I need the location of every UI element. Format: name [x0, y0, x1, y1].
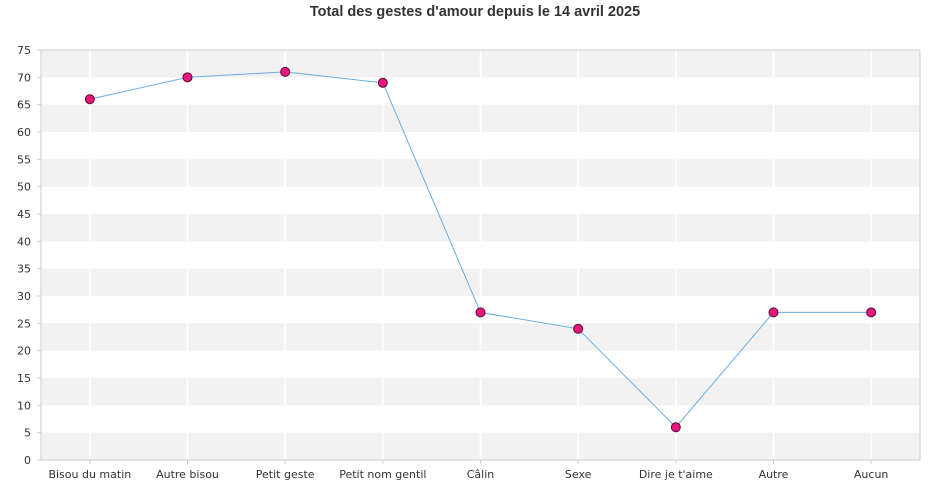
data-point[interactable]	[182, 72, 193, 83]
y-tick-label: 35	[17, 263, 31, 276]
y-tick-label: 60	[17, 126, 31, 139]
x-tick-label: Autre bisou	[156, 468, 219, 481]
data-point[interactable]	[475, 307, 486, 318]
x-tick-label: Aucun	[854, 468, 889, 481]
y-tick-label: 15	[17, 372, 31, 385]
y-tick-label: 5	[24, 427, 31, 440]
data-point[interactable]	[768, 307, 779, 318]
x-tick-label: Petit geste	[256, 468, 315, 481]
x-tick-label: Dire je t'aime	[639, 468, 713, 481]
y-tick-label: 65	[17, 99, 31, 112]
x-tick-label: Câlin	[467, 468, 495, 481]
y-tick-label: 0	[24, 454, 31, 467]
x-tick-label: Petit nom gentil	[339, 468, 426, 481]
y-tick-label: 75	[17, 44, 31, 57]
series-layer	[84, 66, 877, 433]
x-tick-label: Autre	[759, 468, 789, 481]
y-tick-label: 70	[17, 71, 31, 84]
y-tick-label: 40	[17, 235, 31, 248]
data-point[interactable]	[84, 94, 95, 105]
data-point[interactable]	[377, 77, 388, 88]
x-tick-label: Bisou du matin	[48, 468, 131, 481]
y-tick-label: 25	[17, 317, 31, 330]
y-tick-label: 55	[17, 153, 31, 166]
x-axis: Bisou du matin Autre bisou Petit geste Peti…	[48, 460, 888, 481]
vertical-gridlines	[89, 50, 872, 460]
y-tick-label: 45	[17, 208, 31, 221]
y-tick-label: 30	[17, 290, 31, 303]
y-axis: 0 5 10 15 20 25 30 35 40 45 50 55 60 65 70 75	[17, 44, 41, 467]
y-tick-label: 20	[17, 345, 31, 358]
data-point[interactable]	[280, 66, 291, 77]
data-point[interactable]	[866, 307, 877, 318]
chart-title: Total des gestes d'amour depuis le 14 av…	[309, 4, 641, 20]
x-tick-label: Sexe	[565, 468, 592, 481]
data-point[interactable]	[573, 323, 584, 334]
data-point[interactable]	[670, 422, 681, 433]
y-tick-label: 50	[17, 181, 31, 194]
y-tick-label: 10	[17, 399, 31, 412]
